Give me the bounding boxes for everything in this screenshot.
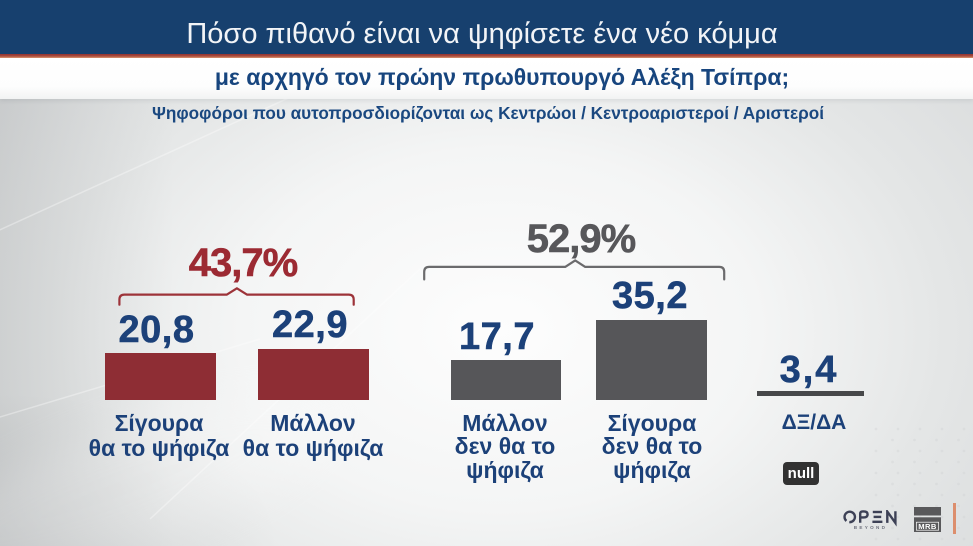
svg-text:BEYOND: BEYOND — [854, 525, 887, 530]
svg-text:MRB: MRB — [918, 522, 937, 531]
